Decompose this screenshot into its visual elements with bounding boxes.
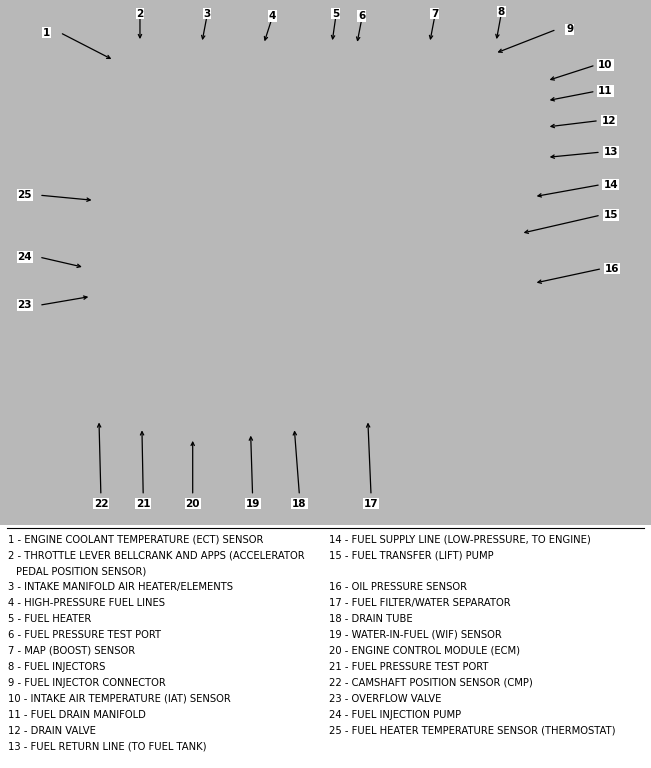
Text: 19 - WATER-IN-FUEL (WIF) SENSOR: 19 - WATER-IN-FUEL (WIF) SENSOR	[329, 630, 501, 640]
Text: 4 - HIGH-PRESSURE FUEL LINES: 4 - HIGH-PRESSURE FUEL LINES	[8, 598, 165, 608]
Text: 3: 3	[203, 8, 211, 18]
Text: 23: 23	[18, 300, 32, 310]
Text: 24 - FUEL INJECTION PUMP: 24 - FUEL INJECTION PUMP	[329, 710, 461, 720]
Text: 6: 6	[358, 11, 366, 21]
Text: 2 - THROTTLE LEVER BELLCRANK AND APPS (ACCELERATOR: 2 - THROTTLE LEVER BELLCRANK AND APPS (A…	[8, 550, 305, 560]
Text: 23 - OVERFLOW VALVE: 23 - OVERFLOW VALVE	[329, 694, 441, 703]
Text: 8 - FUEL INJECTORS: 8 - FUEL INJECTORS	[8, 662, 105, 672]
Text: 14 - FUEL SUPPLY LINE (LOW-PRESSURE, TO ENGINE): 14 - FUEL SUPPLY LINE (LOW-PRESSURE, TO …	[329, 535, 590, 545]
Text: 16 - OIL PRESSURE SENSOR: 16 - OIL PRESSURE SENSOR	[329, 582, 467, 592]
Text: 5: 5	[332, 8, 340, 18]
Text: 17 - FUEL FILTER/WATER SEPARATOR: 17 - FUEL FILTER/WATER SEPARATOR	[329, 598, 510, 608]
Text: 13 - FUEL RETURN LINE (TO FUEL TANK): 13 - FUEL RETURN LINE (TO FUEL TANK)	[8, 742, 206, 752]
Text: 18: 18	[292, 498, 307, 508]
Text: 19: 19	[245, 498, 260, 508]
Text: 22: 22	[94, 498, 108, 508]
Text: 1 - ENGINE COOLANT TEMPERATURE (ECT) SENSOR: 1 - ENGINE COOLANT TEMPERATURE (ECT) SEN…	[8, 535, 263, 545]
Text: 12: 12	[602, 116, 616, 126]
Text: 11 - FUEL DRAIN MANIFOLD: 11 - FUEL DRAIN MANIFOLD	[8, 710, 146, 720]
Text: 10 - INTAKE AIR TEMPERATURE (IAT) SENSOR: 10 - INTAKE AIR TEMPERATURE (IAT) SENSOR	[8, 694, 230, 703]
Text: 6 - FUEL PRESSURE TEST PORT: 6 - FUEL PRESSURE TEST PORT	[8, 630, 161, 640]
Text: 7 - MAP (BOOST) SENSOR: 7 - MAP (BOOST) SENSOR	[8, 646, 135, 656]
Text: 21 - FUEL PRESSURE TEST PORT: 21 - FUEL PRESSURE TEST PORT	[329, 662, 488, 672]
Text: 14: 14	[603, 180, 618, 190]
Text: 3 - INTAKE MANIFOLD AIR HEATER/ELEMENTS: 3 - INTAKE MANIFOLD AIR HEATER/ELEMENTS	[8, 582, 233, 592]
Text: 20 - ENGINE CONTROL MODULE (ECM): 20 - ENGINE CONTROL MODULE (ECM)	[329, 646, 519, 656]
Text: 24: 24	[18, 252, 32, 262]
Text: 15: 15	[603, 210, 618, 220]
Text: 13: 13	[603, 147, 618, 157]
Text: 20: 20	[186, 498, 200, 508]
Text: 1: 1	[43, 28, 51, 38]
Text: 7: 7	[431, 8, 439, 18]
Text: 4: 4	[268, 11, 276, 21]
Text: 9: 9	[566, 25, 573, 35]
Text: 25 - FUEL HEATER TEMPERATURE SENSOR (THERMOSTAT): 25 - FUEL HEATER TEMPERATURE SENSOR (THE…	[329, 726, 615, 736]
Text: 25: 25	[18, 190, 32, 200]
Text: 22 - CAMSHAFT POSITION SENSOR (CMP): 22 - CAMSHAFT POSITION SENSOR (CMP)	[329, 678, 533, 688]
Text: 9 - FUEL INJECTOR CONNECTOR: 9 - FUEL INJECTOR CONNECTOR	[8, 678, 165, 688]
Text: 5 - FUEL HEATER: 5 - FUEL HEATER	[8, 614, 91, 624]
Text: 11: 11	[598, 86, 613, 96]
Text: 12 - DRAIN VALVE: 12 - DRAIN VALVE	[8, 726, 96, 736]
Text: 17: 17	[364, 498, 378, 508]
Text: PEDAL POSITION SENSOR): PEDAL POSITION SENSOR)	[16, 566, 146, 576]
Text: 16: 16	[605, 263, 619, 273]
Text: 21: 21	[136, 498, 150, 508]
Text: 18 - DRAIN TUBE: 18 - DRAIN TUBE	[329, 614, 412, 624]
Text: 15 - FUEL TRANSFER (LIFT) PUMP: 15 - FUEL TRANSFER (LIFT) PUMP	[329, 550, 493, 560]
Text: 10: 10	[598, 60, 613, 70]
Text: 2: 2	[136, 8, 144, 18]
Text: 8: 8	[497, 7, 505, 17]
